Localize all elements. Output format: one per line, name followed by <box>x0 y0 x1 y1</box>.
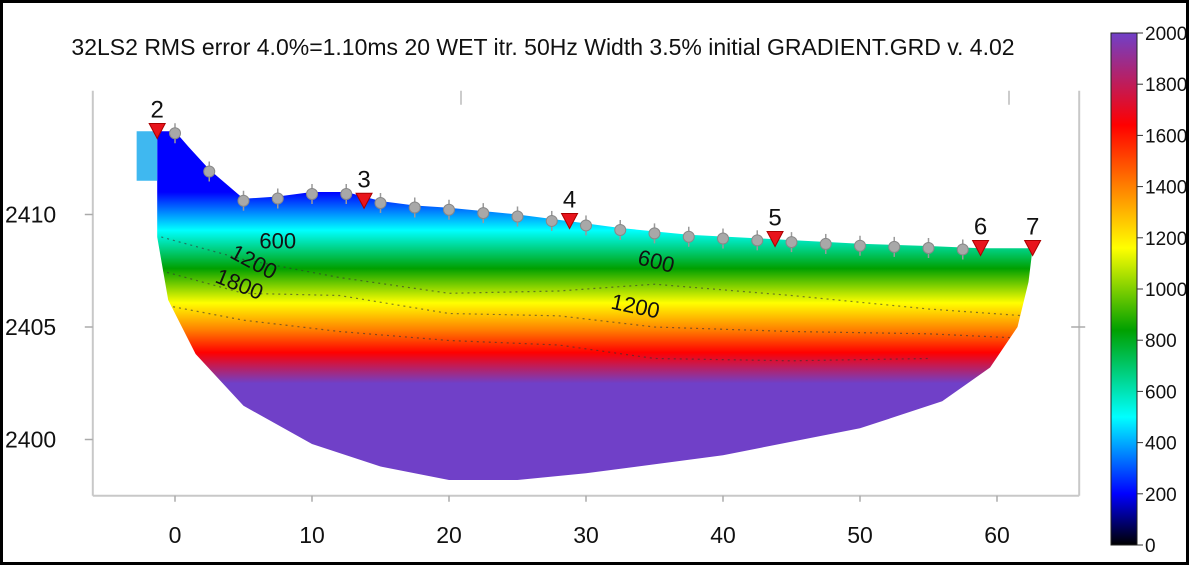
x-tick-label: 0 <box>169 522 182 548</box>
x-tick-label: 60 <box>984 522 1010 548</box>
shot-label: 7 <box>1026 214 1039 241</box>
velocity-tomogram-chart: 32LS2 RMS error 4.0%=1.10ms 20 WET itr. … <box>5 24 1187 557</box>
y-tick-label: 2410 <box>5 202 56 228</box>
colorbar-tick-label: 400 <box>1145 434 1177 455</box>
shot-label: 5 <box>768 205 781 232</box>
colorbar-tick-label: 800 <box>1145 331 1177 352</box>
contour-line <box>161 236 1025 317</box>
velocity-field <box>157 131 1033 481</box>
geophones <box>169 123 969 260</box>
geophone-marker <box>819 237 832 250</box>
geophone-marker <box>751 234 764 247</box>
shot-marker <box>766 231 784 248</box>
shot-marker <box>355 192 373 210</box>
colorbar-tick-label: 600 <box>1145 382 1177 403</box>
geophone-marker <box>340 188 353 200</box>
contour-line <box>161 270 1025 339</box>
shot-marker <box>971 240 990 257</box>
contour-lines <box>161 236 1025 362</box>
geophone-marker <box>785 236 798 249</box>
plot-axes: 0 10 20 30 40 50 60 2400 2405 2410 <box>5 90 1086 548</box>
geophone-marker <box>169 127 181 140</box>
colorbar-tick-label: 200 <box>1145 485 1177 506</box>
geophone-marker <box>580 219 592 232</box>
geophone-marker <box>203 165 216 178</box>
geophone-marker <box>854 239 866 252</box>
geophone-marker <box>682 230 695 243</box>
shot-label: 3 <box>357 166 370 193</box>
shot-markers: 2 3 4 5 6 7 <box>148 97 1042 257</box>
colorbar: 0 200 400 600 800 1000 1200 1400 1600 1800 2000 <box>1110 24 1187 557</box>
geophone-marker <box>271 192 284 205</box>
x-tick-label: 20 <box>436 522 462 548</box>
x-tick-label: 50 <box>847 522 873 548</box>
colorbar-tick-label: 0 <box>1145 536 1156 557</box>
colorbar-tick-label: 1200 <box>1145 229 1186 250</box>
geophone-marker <box>614 224 627 236</box>
geophone-marker <box>956 243 969 256</box>
shot-label: 4 <box>563 187 576 214</box>
geophone-marker <box>888 240 901 253</box>
geophone-marker <box>511 210 524 223</box>
geophone-marker <box>922 242 935 254</box>
chart-title: 32LS2 RMS error 4.0%=1.10ms 20 WET itr. … <box>71 34 1014 60</box>
y-tick-label: 2405 <box>5 314 56 340</box>
colorbar-tick-label: 2000 <box>1145 24 1186 45</box>
geophone-marker <box>237 194 250 207</box>
x-tick-label: 40 <box>710 522 736 548</box>
x-tick-label: 30 <box>573 522 599 548</box>
x-tick-label: 10 <box>299 522 325 548</box>
geophone-marker <box>374 197 387 209</box>
geophone-marker <box>408 201 421 214</box>
colorbar-tick-label: 1600 <box>1145 126 1186 147</box>
colorbar-scale <box>1110 32 1138 546</box>
geophone-marker <box>648 227 661 240</box>
colorbar-tick-label: 1000 <box>1145 280 1186 301</box>
shot-marker <box>560 213 579 230</box>
geophone-marker <box>545 214 558 227</box>
geophone-marker <box>477 207 490 220</box>
geophone-marker <box>443 203 455 216</box>
shot-marker <box>148 123 167 140</box>
y-tick-label: 2400 <box>5 427 56 453</box>
velocity-model <box>157 131 1033 481</box>
shot-label: 2 <box>151 97 164 124</box>
colorbar-tick-label: 1800 <box>1145 75 1186 96</box>
colorbar-tick-label: 1400 <box>1145 178 1186 199</box>
geophone-marker <box>717 232 729 245</box>
geophone-marker <box>306 188 318 200</box>
contour-label: 600 <box>259 228 296 253</box>
shot-marker <box>1023 240 1042 257</box>
model-edge-block <box>136 131 158 181</box>
shot-label: 6 <box>974 214 987 241</box>
